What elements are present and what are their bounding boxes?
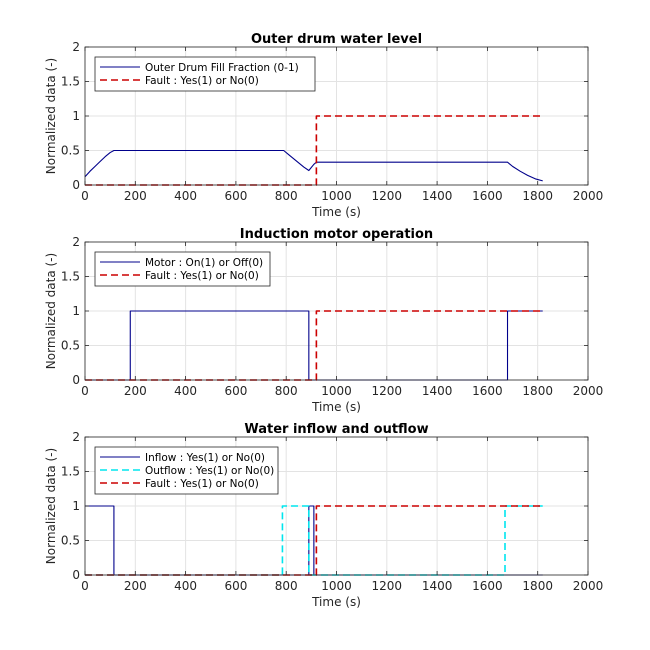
x-tick-label: 2000: [573, 384, 604, 398]
y-axis-label: Normalized data (-): [44, 448, 58, 564]
x-tick-label: 0: [81, 579, 89, 593]
chart-panel-2: 0 200 400 600 800 1000 1200 1400 1600 1800 2000 0 0.…: [44, 227, 603, 414]
y-tick-label: 0: [72, 178, 80, 192]
series-line-1: [85, 505, 543, 576]
y-tick-label: 0: [72, 373, 80, 387]
legend-label: Fault : Yes(1) or No(0): [145, 478, 259, 490]
x-tick-label: 600: [224, 384, 247, 398]
x-tick-label: 400: [174, 384, 197, 398]
x-tick-label: 1600: [472, 384, 503, 398]
x-axis-label: Time (s): [311, 205, 361, 219]
x-tick-label: 2000: [573, 189, 604, 203]
x-tick-label: 400: [174, 579, 197, 593]
y-axis-label: Normalized data (-): [44, 253, 58, 369]
x-tick-label: 1200: [372, 579, 403, 593]
x-tick-label: 1000: [321, 579, 352, 593]
x-tick-label: 800: [275, 189, 298, 203]
y-tick-label: 1.5: [61, 465, 80, 479]
y-tick-label: 2: [72, 235, 80, 249]
y-tick-label: 2: [72, 430, 80, 444]
x-tick-label: 400: [174, 189, 197, 203]
y-tick-label: 0: [72, 568, 80, 582]
legend-label: Outflow : Yes(1) or No(0): [145, 465, 274, 477]
x-tick-label: 600: [224, 189, 247, 203]
series-line-1: [85, 310, 543, 381]
x-tick-label: 800: [275, 384, 298, 398]
legend-label: Motor : On(1) or Off(0): [145, 257, 263, 269]
legend-box: [94, 56, 316, 92]
x-tick-label: 1200: [372, 189, 403, 203]
x-tick-label: 200: [124, 189, 147, 203]
x-tick-label: 1000: [321, 384, 352, 398]
chart-title: Water inflow and outflow: [244, 422, 428, 437]
x-tick-label: 2000: [573, 579, 604, 593]
x-tick-label: 1000: [321, 189, 352, 203]
y-tick-label: 0.5: [61, 534, 80, 548]
x-tick-label: 1800: [522, 189, 553, 203]
y-axis-label: Normalized data (-): [44, 58, 58, 174]
x-tick-label: 1400: [422, 579, 453, 593]
x-tick-label: 0: [81, 384, 89, 398]
legend-label: Inflow : Yes(1) or No(0): [145, 452, 265, 464]
x-tick-label: 1800: [522, 579, 553, 593]
y-tick-label: 1.5: [61, 75, 80, 89]
x-tick-label: 600: [224, 579, 247, 593]
x-tick-label: 0: [81, 189, 89, 203]
y-tick-label: 1: [72, 499, 80, 513]
x-axis-label: Time (s): [311, 400, 361, 414]
y-tick-label: 0.5: [61, 339, 80, 353]
y-tick-label: 1: [72, 109, 80, 123]
x-tick-label: 1200: [372, 384, 403, 398]
chart-title: Outer drum water level: [251, 32, 422, 47]
legend-label: Outer Drum Fill Fraction (0-1): [145, 62, 299, 74]
x-tick-label: 200: [124, 579, 147, 593]
chart-panel-1: 0 200 400 600 800 1000 1200 1400 1600 1800 2000 0 0.…: [44, 32, 603, 219]
x-axis-label: Time (s): [311, 595, 361, 609]
x-tick-label: 1600: [472, 579, 503, 593]
y-tick-label: 1: [72, 304, 80, 318]
legend-label: Fault : Yes(1) or No(0): [145, 75, 259, 87]
series-line-1: [84, 149, 543, 182]
chart-title: Induction motor operation: [240, 227, 433, 242]
chart-panel-3: 0 200 400 600 800 1000 1200 1400 1600 1800 2000 0 0.…: [44, 422, 603, 609]
x-tick-label: 1400: [422, 189, 453, 203]
x-tick-label: 1400: [422, 384, 453, 398]
y-tick-label: 0.5: [61, 144, 80, 158]
x-tick-label: 1800: [522, 384, 553, 398]
legend-box: [94, 251, 271, 287]
x-tick-label: 1600: [472, 189, 503, 203]
x-tick-label: 200: [124, 384, 147, 398]
y-tick-label: 1.5: [61, 270, 80, 284]
x-tick-label: 800: [275, 579, 298, 593]
y-tick-label: 2: [72, 40, 80, 54]
legend-label: Fault : Yes(1) or No(0): [145, 270, 259, 282]
